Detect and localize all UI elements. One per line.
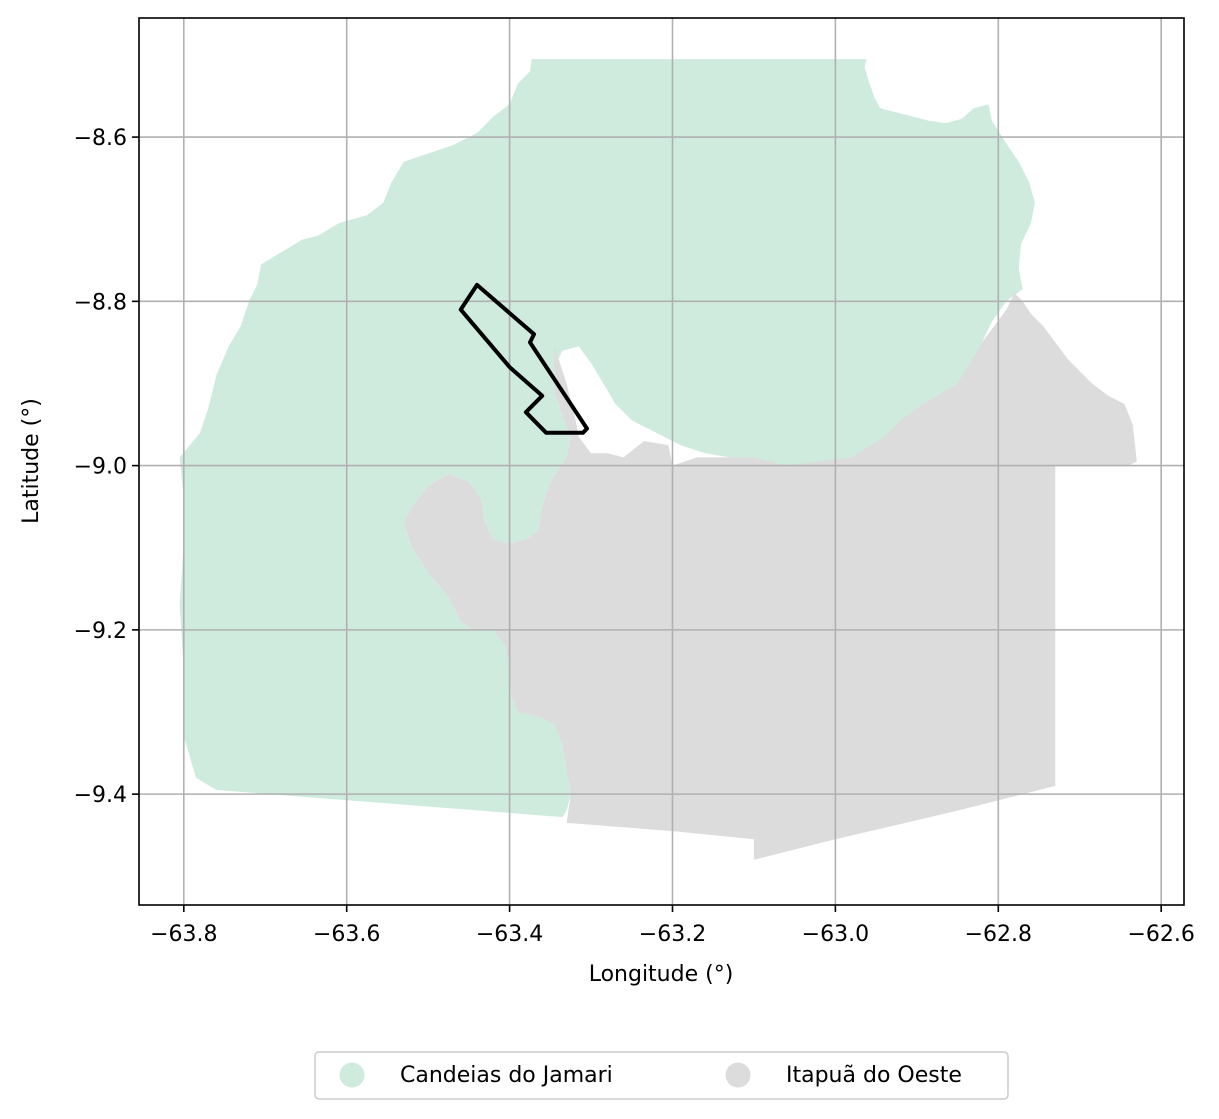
region-candeias-do-jamari [179,59,1035,818]
y-tick-label: −8.8 [74,290,127,315]
legend-marker-itapua-do-oeste [725,1062,751,1088]
legend-frame [314,1051,1009,1100]
legend-label-itapua-do-oeste: Itapuã do Oeste [786,1063,962,1088]
y-tick-label: −9.2 [74,619,127,644]
y-tick-label: −8.6 [74,126,127,151]
x-tick-label: −63.2 [639,922,706,947]
x-tick-label: −62.8 [965,922,1032,947]
outline-layer [458,282,589,435]
x-tick-label: −63.6 [313,922,380,947]
legend: Candeias do Jamari Itapuã do Oeste [314,1051,1009,1100]
regions-layer [179,59,1137,860]
y-axis-ticks: −8.6 −8.8 −9.0 −9.2 −9.4 [74,126,139,808]
x-tick-label: −63.0 [802,922,869,947]
y-axis-label: Latitude (°) [19,398,44,524]
y-tick-label: −9.0 [74,455,127,480]
y-tick-label: −9.4 [74,783,127,808]
x-axis-label: Longitude (°) [589,962,734,987]
legend-marker-candeias-do-jamari [339,1062,365,1088]
region-itapua-do-oeste [403,293,1137,860]
plot-frame [138,17,1185,906]
x-tick-label: −63.4 [476,922,543,947]
gridlines [139,18,1184,905]
x-tick-label: −63.8 [150,922,217,947]
x-tick-label: −62.6 [1127,922,1194,947]
outline-highlighted-area [458,282,589,435]
legend-label-candeias-do-jamari: Candeias do Jamari [400,1063,613,1088]
x-axis-ticks: −63.8 −63.6 −63.4 −63.2 −63.0 −62.8 −62.6 [150,905,1195,947]
